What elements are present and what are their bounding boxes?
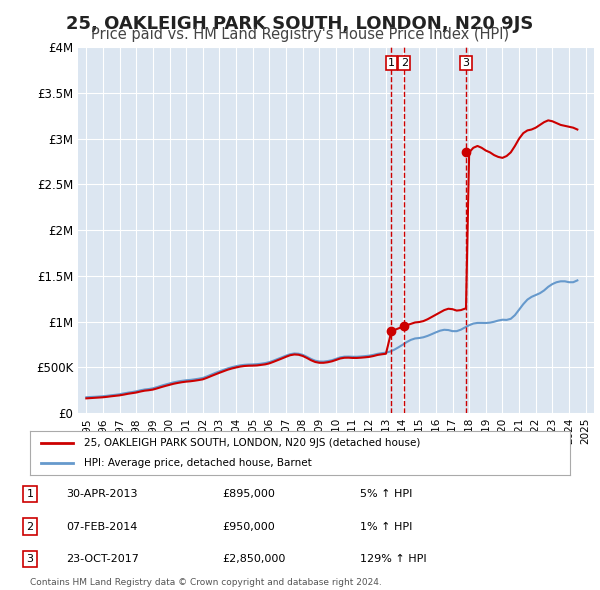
Text: 129% ↑ HPI: 129% ↑ HPI — [360, 554, 427, 564]
Text: 3: 3 — [26, 554, 34, 564]
Text: 25, OAKLEIGH PARK SOUTH, LONDON, N20 9JS (detached house): 25, OAKLEIGH PARK SOUTH, LONDON, N20 9JS… — [84, 438, 421, 448]
Text: 3: 3 — [463, 58, 469, 68]
Text: £2,850,000: £2,850,000 — [222, 554, 286, 564]
Text: 5% ↑ HPI: 5% ↑ HPI — [360, 489, 412, 499]
Text: 30-APR-2013: 30-APR-2013 — [66, 489, 137, 499]
Text: £895,000: £895,000 — [222, 489, 275, 499]
Text: HPI: Average price, detached house, Barnet: HPI: Average price, detached house, Barn… — [84, 458, 312, 467]
Text: £950,000: £950,000 — [222, 522, 275, 532]
Text: 1% ↑ HPI: 1% ↑ HPI — [360, 522, 412, 532]
Text: 2: 2 — [26, 522, 34, 532]
Text: 23-OCT-2017: 23-OCT-2017 — [66, 554, 139, 564]
Text: 1: 1 — [388, 58, 395, 68]
Text: 2: 2 — [401, 58, 408, 68]
Text: Price paid vs. HM Land Registry's House Price Index (HPI): Price paid vs. HM Land Registry's House … — [91, 27, 509, 41]
Text: 1: 1 — [26, 489, 34, 499]
Text: 07-FEB-2014: 07-FEB-2014 — [66, 522, 137, 532]
Text: Contains HM Land Registry data © Crown copyright and database right 2024.: Contains HM Land Registry data © Crown c… — [30, 578, 382, 587]
Text: 25, OAKLEIGH PARK SOUTH, LONDON, N20 9JS: 25, OAKLEIGH PARK SOUTH, LONDON, N20 9JS — [67, 15, 533, 33]
